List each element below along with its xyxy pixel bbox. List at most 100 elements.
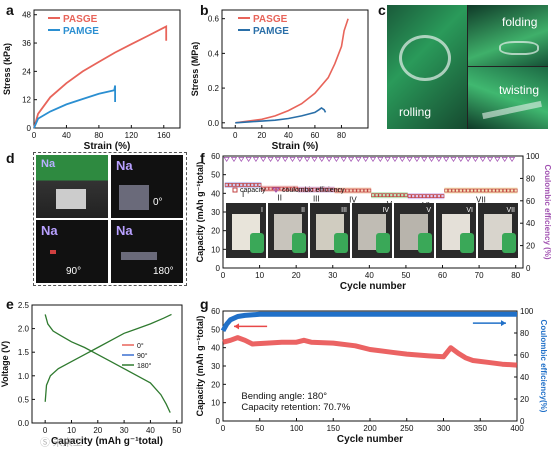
- f-ce-point: [267, 157, 274, 163]
- g-xtick-label: 100: [290, 424, 304, 433]
- f-legend-ce: coulombic efficiency: [282, 187, 345, 194]
- f-xtick-label: 20: [292, 271, 301, 280]
- f-ce-point: [274, 157, 282, 163]
- g-xtick-label: 350: [474, 424, 488, 433]
- f-cap-point: [429, 194, 434, 198]
- f-ce-point: [486, 157, 494, 163]
- ion-label-1: Na: [41, 158, 56, 170]
- f-cap-point: [466, 188, 470, 193]
- a-axes-frame: [33, 9, 181, 129]
- photo-flat: Na: [36, 155, 108, 218]
- f-ce-point: [384, 157, 391, 163]
- panel-c-photos: folding twisting rolling: [387, 5, 548, 129]
- panel-g-letter: g: [200, 296, 209, 312]
- f-ce-point: [501, 157, 508, 163]
- f-ce-point: [406, 157, 413, 163]
- f-cap-point: [287, 186, 291, 191]
- e-ytick-label: 1.5: [18, 348, 30, 357]
- f-cap-point: [491, 188, 496, 193]
- f-xtick-label: 30: [328, 271, 337, 280]
- b-xlabel: Strain (%): [272, 141, 319, 152]
- f-cap-point: [411, 194, 416, 198]
- e-xtick-label: 20: [93, 426, 102, 435]
- a-ytick-label: 12: [22, 96, 31, 105]
- f-ytick-label: 60: [211, 152, 220, 161]
- f-y2tick-label: 80: [526, 174, 535, 183]
- f-cap-point: [484, 188, 489, 193]
- f-cap-point: [294, 186, 299, 191]
- f-cap-point: [228, 183, 233, 187]
- photo-0deg: Na 0°: [111, 155, 183, 218]
- e-xlabel: Capacity (mAh g⁻¹total): [51, 436, 163, 447]
- f-ce-point: [340, 157, 347, 163]
- a-xtick-label: 160: [157, 131, 171, 140]
- f-cap-point: [477, 188, 481, 193]
- e-discharge-curve: [44, 314, 171, 413]
- f-cap-point: [385, 193, 390, 198]
- f-ce-point: [230, 157, 238, 163]
- chart-e-voltage-profile: 0 10 20 30 40 50 0.0 0.5 1.0 1.5 2.0 2.5 Capacity (m…: [0, 301, 183, 447]
- g-ylabel: Capacity (mAh g⁻¹total): [195, 316, 205, 417]
- f-cap-point: [396, 193, 401, 198]
- watermark: Ⓢ 未来工: [40, 438, 83, 449]
- photo-180deg: Na 180°: [111, 220, 183, 283]
- ion-label-4: Na: [116, 223, 133, 238]
- f-ce-point: [318, 157, 325, 163]
- g-xtick-label: 150: [327, 424, 341, 433]
- f-cap-point: [279, 186, 284, 191]
- f-photo-label: II: [301, 207, 305, 214]
- g-y2tick-label: 60: [520, 351, 529, 360]
- a-xtick-label: 0: [32, 131, 37, 140]
- f-cap-point: [239, 183, 244, 187]
- f-ce-point: [296, 157, 303, 163]
- f-cap-point: [469, 188, 474, 193]
- f-cap-point: [462, 188, 467, 193]
- f-cap-point: [451, 188, 456, 193]
- f-y2tick-label: 100: [526, 152, 540, 161]
- f-seg-label-I: I: [242, 190, 244, 199]
- f-photo-label: III: [341, 207, 347, 214]
- g-annotation-angle: Bending angle: 180°: [241, 391, 327, 402]
- f-cap-point: [224, 183, 229, 187]
- a-xtick-label: 120: [125, 131, 139, 140]
- f-ce-point: [464, 157, 472, 163]
- f-cap-point: [513, 188, 518, 193]
- f-photo-label: VI: [466, 207, 473, 214]
- a-ylabel: Stress (kPa): [2, 43, 12, 95]
- a-legend-PASGE: PASGE: [63, 14, 98, 25]
- ion-label-2: Na: [116, 158, 133, 173]
- f-cap-point: [265, 186, 269, 191]
- f-y2label: Coulombic efficiency (%): [543, 164, 552, 259]
- label-rolling: rolling: [399, 105, 432, 119]
- f-cap-point: [352, 188, 357, 193]
- photo-twisting: [468, 67, 548, 129]
- panel-c-letter: c: [378, 2, 386, 18]
- f-cap-point: [458, 188, 463, 193]
- f-cap-point: [404, 193, 408, 198]
- f-xtick-label: 0: [221, 271, 226, 280]
- f-cap-point: [268, 186, 273, 191]
- f-cap-point: [502, 188, 507, 193]
- f-xtick-label: 70: [475, 271, 484, 280]
- f-cap-point: [473, 188, 478, 193]
- f-ce-point: [472, 157, 479, 163]
- f-photo-V: V: [394, 203, 434, 258]
- panel-f-letter: f: [200, 150, 205, 166]
- g-xlabel: Cycle number: [337, 434, 403, 445]
- f-cap-point: [382, 193, 386, 198]
- f-cap-point: [407, 194, 412, 198]
- f-photo-I: I: [226, 203, 266, 258]
- f-ce-point: [369, 157, 377, 163]
- f-ce-point: [362, 157, 369, 163]
- f-ce-point: [289, 157, 296, 163]
- f-cap-point: [374, 193, 379, 198]
- f-cap-point: [246, 183, 251, 187]
- f-ce-point: [494, 157, 501, 163]
- battery-pouch: [56, 189, 86, 209]
- g-y2tick-label: 100: [520, 307, 534, 316]
- f-cap-point: [506, 188, 511, 193]
- f-ce-point: [435, 157, 442, 163]
- f-cap-point: [367, 188, 372, 193]
- f-cap-point: [243, 183, 247, 187]
- f-cap-point: [510, 188, 514, 193]
